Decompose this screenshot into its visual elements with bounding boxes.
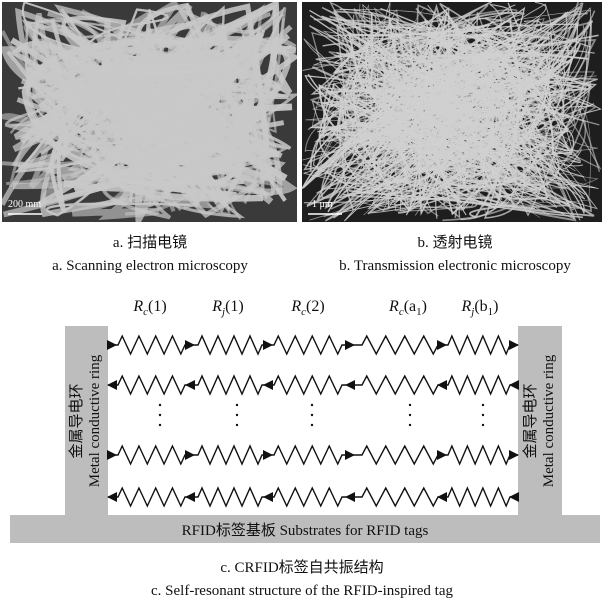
label-part: R [461, 298, 472, 315]
arrow-head [345, 492, 355, 502]
arrow-head [263, 340, 273, 350]
arrow-head [345, 380, 355, 390]
ellipsis-dot [311, 404, 313, 406]
resistor-chain [108, 376, 518, 394]
arrow-head [345, 340, 355, 350]
label-part: (1) [225, 298, 244, 315]
ellipsis-dot [409, 414, 411, 416]
ellipsis-dot [159, 414, 161, 416]
label-part: ) [493, 298, 498, 315]
ring-label-cn: 金属导电环 [522, 383, 539, 458]
arrow-head [509, 450, 519, 460]
ellipsis-dot [236, 424, 238, 426]
label-part: (a [404, 298, 416, 315]
resistor-labels: Rc(1) Rj(1) Rc(2) Rc(a1) Rj(b1) [132, 298, 498, 318]
resistor-chain [108, 488, 518, 506]
ellipsis-dot [482, 414, 484, 416]
ellipsis-dot [236, 414, 238, 416]
ring-label-en: Metal conductive ring [541, 354, 557, 487]
arrow-head [509, 380, 519, 390]
arrow-head [437, 450, 447, 460]
resistor-label: Rj(b1) [461, 298, 499, 318]
caption-cn: c. CRFID标签自共振结构 [220, 559, 383, 576]
label-part: (2) [306, 298, 325, 315]
arrow-head [437, 340, 447, 350]
arrow-head [185, 380, 195, 390]
resistor-chain [108, 336, 518, 354]
resistor-label: Rc(a1) [388, 298, 427, 318]
circuit [107, 336, 519, 506]
label-part: R [132, 298, 143, 315]
arrow-head [185, 340, 195, 350]
resistor-label: Rc(2) [290, 298, 324, 318]
ring-label-en: Metal conductive ring [87, 354, 103, 487]
arrow-head [107, 340, 117, 350]
substrate-label: RFID标签基板 Substrates for RFID tags [182, 521, 429, 539]
resistor-chain [108, 446, 518, 464]
arrow-head [107, 450, 117, 460]
label-part: ) [422, 298, 427, 315]
ring-label-cn: 金属导电环 [68, 383, 85, 458]
arrow-head [263, 450, 273, 460]
scale-label: 1 μm [312, 199, 333, 210]
label-part: (1) [148, 298, 167, 315]
arrow-head [107, 380, 117, 390]
arrow-head [107, 492, 117, 502]
arrow-head [437, 492, 447, 502]
label-part: (b [474, 298, 487, 315]
ellipsis-dot [159, 404, 161, 406]
arrow-head [437, 380, 447, 390]
arrow-head [185, 450, 195, 460]
ellipsis-dot [409, 404, 411, 406]
ellipsis-dot [311, 414, 313, 416]
arrow-head [263, 380, 273, 390]
figure: 200 mm 1 μm a. 扫描电镜 a. Scanning electron… [0, 0, 604, 601]
ellipsis-dot [482, 424, 484, 426]
caption-cn: a. 扫描电镜 [113, 233, 187, 251]
ellipsis-dot [236, 404, 238, 406]
caption-en: a. Scanning electron microscopy [52, 258, 248, 274]
ellipsis-dot [409, 424, 411, 426]
scale-label: 200 mm [8, 199, 41, 210]
arrow-head [509, 340, 519, 350]
caption-en: b. Transmission electronic microscopy [339, 258, 571, 274]
arrow-head [509, 492, 519, 502]
ellipsis-dot [311, 424, 313, 426]
label-part: R [290, 298, 301, 315]
resistor-label: Rj(1) [211, 298, 244, 318]
caption-en: c. Self-resonant structure of the RFID-i… [151, 583, 453, 599]
label-part: R [211, 298, 222, 315]
resistor-label: Rc(1) [132, 298, 166, 318]
arrow-head [345, 450, 355, 460]
tem-texture [302, 2, 600, 221]
ellipsis-dot [159, 424, 161, 426]
arrow-head [263, 492, 273, 502]
arrow-head [185, 492, 195, 502]
caption-cn: b. 透射电镜 [417, 233, 492, 251]
ellipsis-dot [482, 404, 484, 406]
label-part: R [388, 298, 399, 315]
